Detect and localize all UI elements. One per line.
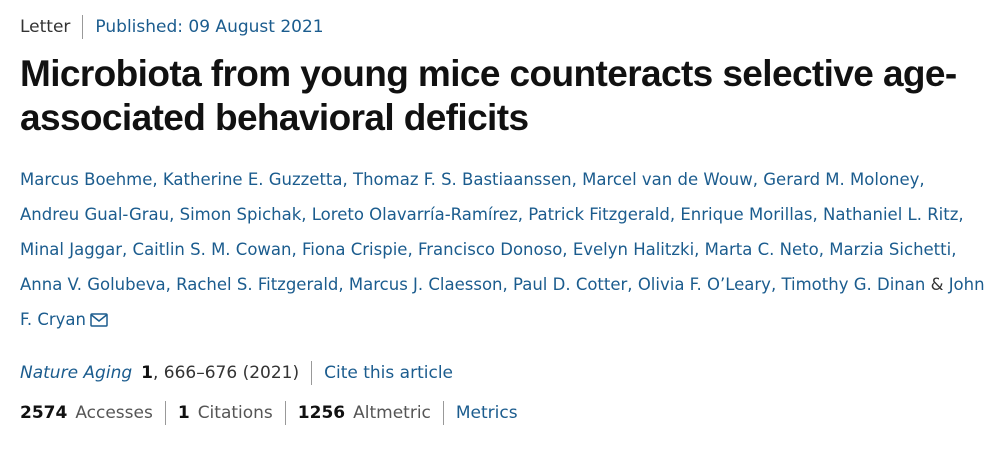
article-type: Letter <box>20 17 71 37</box>
email-icon[interactable] <box>90 313 108 327</box>
cite-link[interactable]: Cite this article <box>324 363 453 383</box>
separator <box>164 401 166 425</box>
icon-frame <box>90 313 108 327</box>
author-conjunction: & <box>930 275 944 294</box>
author-name[interactable]: Marzia Sichetti, <box>829 240 957 259</box>
author-name[interactable]: Loreto Olavarría-Ramírez, <box>311 205 523 224</box>
separator <box>311 361 313 385</box>
accesses-label: Accesses <box>75 403 153 423</box>
author-name[interactable]: Fiona Crispie, <box>301 240 413 259</box>
author-name[interactable]: Francisco Donoso, <box>417 240 568 259</box>
author-name[interactable]: Patrick Fitzgerald, <box>528 205 676 224</box>
author-name[interactable]: Marta C. Neto, <box>704 240 824 259</box>
author-name[interactable]: Rachel S. Fitzgerald, <box>176 275 344 294</box>
author-name[interactable]: Anna V. Golubeva, <box>20 275 171 294</box>
pages-year: , 666–676 (2021) <box>152 363 300 383</box>
author-name[interactable]: Caitlin S. M. Cowan, <box>132 240 297 259</box>
author-name[interactable]: Katherine E. Guzzetta, <box>162 170 348 189</box>
author-name[interactable]: Gerard M. Moloney, <box>763 170 925 189</box>
author-name[interactable]: Paul D. Cotter, <box>513 275 633 294</box>
author-name[interactable]: Enrique Morillas, <box>680 205 818 224</box>
metrics-link[interactable]: Metrics <box>455 403 518 423</box>
author-name[interactable]: Marcel van de Wouw, <box>582 170 759 189</box>
author-name[interactable]: Minal Jaggar, <box>20 240 128 259</box>
journal-name[interactable]: Nature Aging <box>20 363 133 383</box>
citations-label: Citations <box>197 403 273 423</box>
separator <box>284 401 286 425</box>
author-list: Marcus Boehme, Katherine E. Guzzetta, Th… <box>20 162 985 337</box>
author-name[interactable]: Nathaniel L. Ritz, <box>823 205 964 224</box>
separator <box>82 15 84 39</box>
article-title: Microbiota from young mice counteracts s… <box>20 53 957 138</box>
author-name[interactable]: Andreu Gual-Grau, <box>20 205 175 224</box>
separator <box>442 401 444 425</box>
author-name[interactable]: Evelyn Halitzki, <box>572 240 700 259</box>
author-name[interactable]: Marcus J. Claesson, <box>348 275 508 294</box>
author-name[interactable]: Timothy G. Dinan <box>781 275 926 294</box>
citation: Nature Aging 1 , 666–676 (2021) Cite thi… <box>20 359 980 387</box>
icon-flap <box>91 314 107 322</box>
author-name[interactable]: Thomaz F. S. Bastiaanssen, <box>353 170 577 189</box>
author-name[interactable]: Simon Spichak, <box>179 205 307 224</box>
accesses-count: 2574 <box>20 403 68 423</box>
altmetric-label: Altmetric <box>353 403 431 423</box>
citations-count: 1 <box>177 403 190 423</box>
metrics-bar: 2574 Accesses 1 Citations 1256 Altmetric… <box>20 399 980 427</box>
altmetric-count: 1256 <box>297 403 346 423</box>
author-name[interactable]: Marcus Boehme, <box>20 170 158 189</box>
author-name[interactable]: Olivia F. O’Leary, <box>637 275 777 294</box>
volume: 1 <box>141 363 153 383</box>
published-date: Published: 09 August 2021 <box>95 17 324 37</box>
author-name[interactable]: John F. Cryan <box>20 275 985 329</box>
article-meta: Letter Published: 09 August 2021 <box>20 14 980 40</box>
